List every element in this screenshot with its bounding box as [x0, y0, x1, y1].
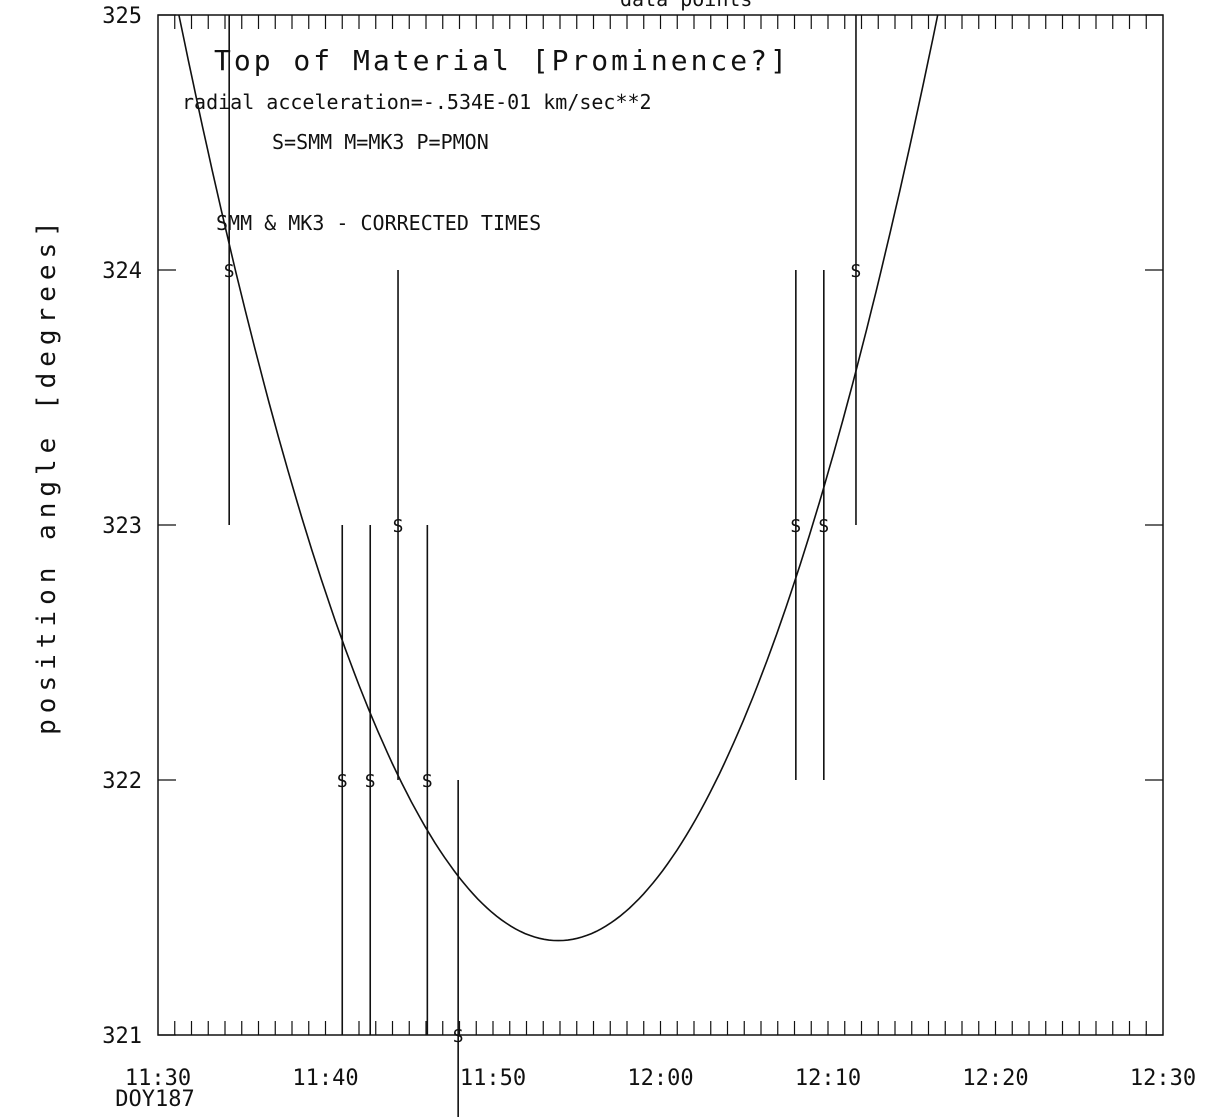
- data-point-marker: S: [453, 1026, 464, 1047]
- plot-frame: [157, 14, 1164, 1036]
- acceleration-note: radial acceleration=-.534E-01 km/sec**2: [182, 90, 652, 114]
- y-tick-label: 322: [102, 769, 142, 794]
- y-axis-label: position angle [degrees]: [32, 215, 62, 735]
- symbol-legend: S=SMM M=MK3 P=PMON: [272, 130, 489, 154]
- data-point-marker: S: [422, 771, 433, 792]
- data-point-marker: S: [337, 771, 348, 792]
- y-tick-label: 323: [102, 514, 142, 539]
- x-start-day-label: DOY187: [115, 1087, 194, 1112]
- x-tick-label: 11:30: [125, 1066, 191, 1091]
- fit-curve-group: [178, 14, 939, 942]
- top-cut-text: data points: [620, 0, 752, 11]
- x-tick-label: 12:10: [795, 1066, 861, 1091]
- y-tick-label: 321: [102, 1024, 142, 1049]
- x-tick-labels: 11:30 11:40 11:50 12:00 12:10 12:20 12:30: [125, 1066, 1196, 1091]
- data-point-marker: S: [851, 261, 862, 282]
- data-point-marker: S: [818, 516, 829, 537]
- chart-title: Top of Material [Prominence?]: [214, 44, 790, 77]
- x-tick-label: 11:50: [460, 1066, 526, 1091]
- correction-note: SMM & MK3 - CORRECTED TIMES: [216, 211, 541, 235]
- x-tick-label: 11:40: [292, 1066, 358, 1091]
- tick-marks: [158, 14, 1163, 1036]
- data-point-marker: S: [365, 771, 376, 792]
- data-point-marker: S: [790, 516, 801, 537]
- error-bars-group: [228, 15, 857, 1117]
- x-tick-label: 12:00: [627, 1066, 693, 1091]
- data-point-marker: S: [393, 516, 404, 537]
- fit-curve: [178, 14, 939, 942]
- data-point-marker: S: [224, 261, 235, 282]
- x-tick-label: 12:20: [962, 1066, 1028, 1091]
- y-tick-labels: 321 322 323 324 325: [102, 4, 142, 1049]
- x-tick-label: 12:30: [1130, 1066, 1196, 1091]
- y-tick-label: 325: [102, 4, 142, 29]
- y-tick-label: 324: [102, 259, 142, 284]
